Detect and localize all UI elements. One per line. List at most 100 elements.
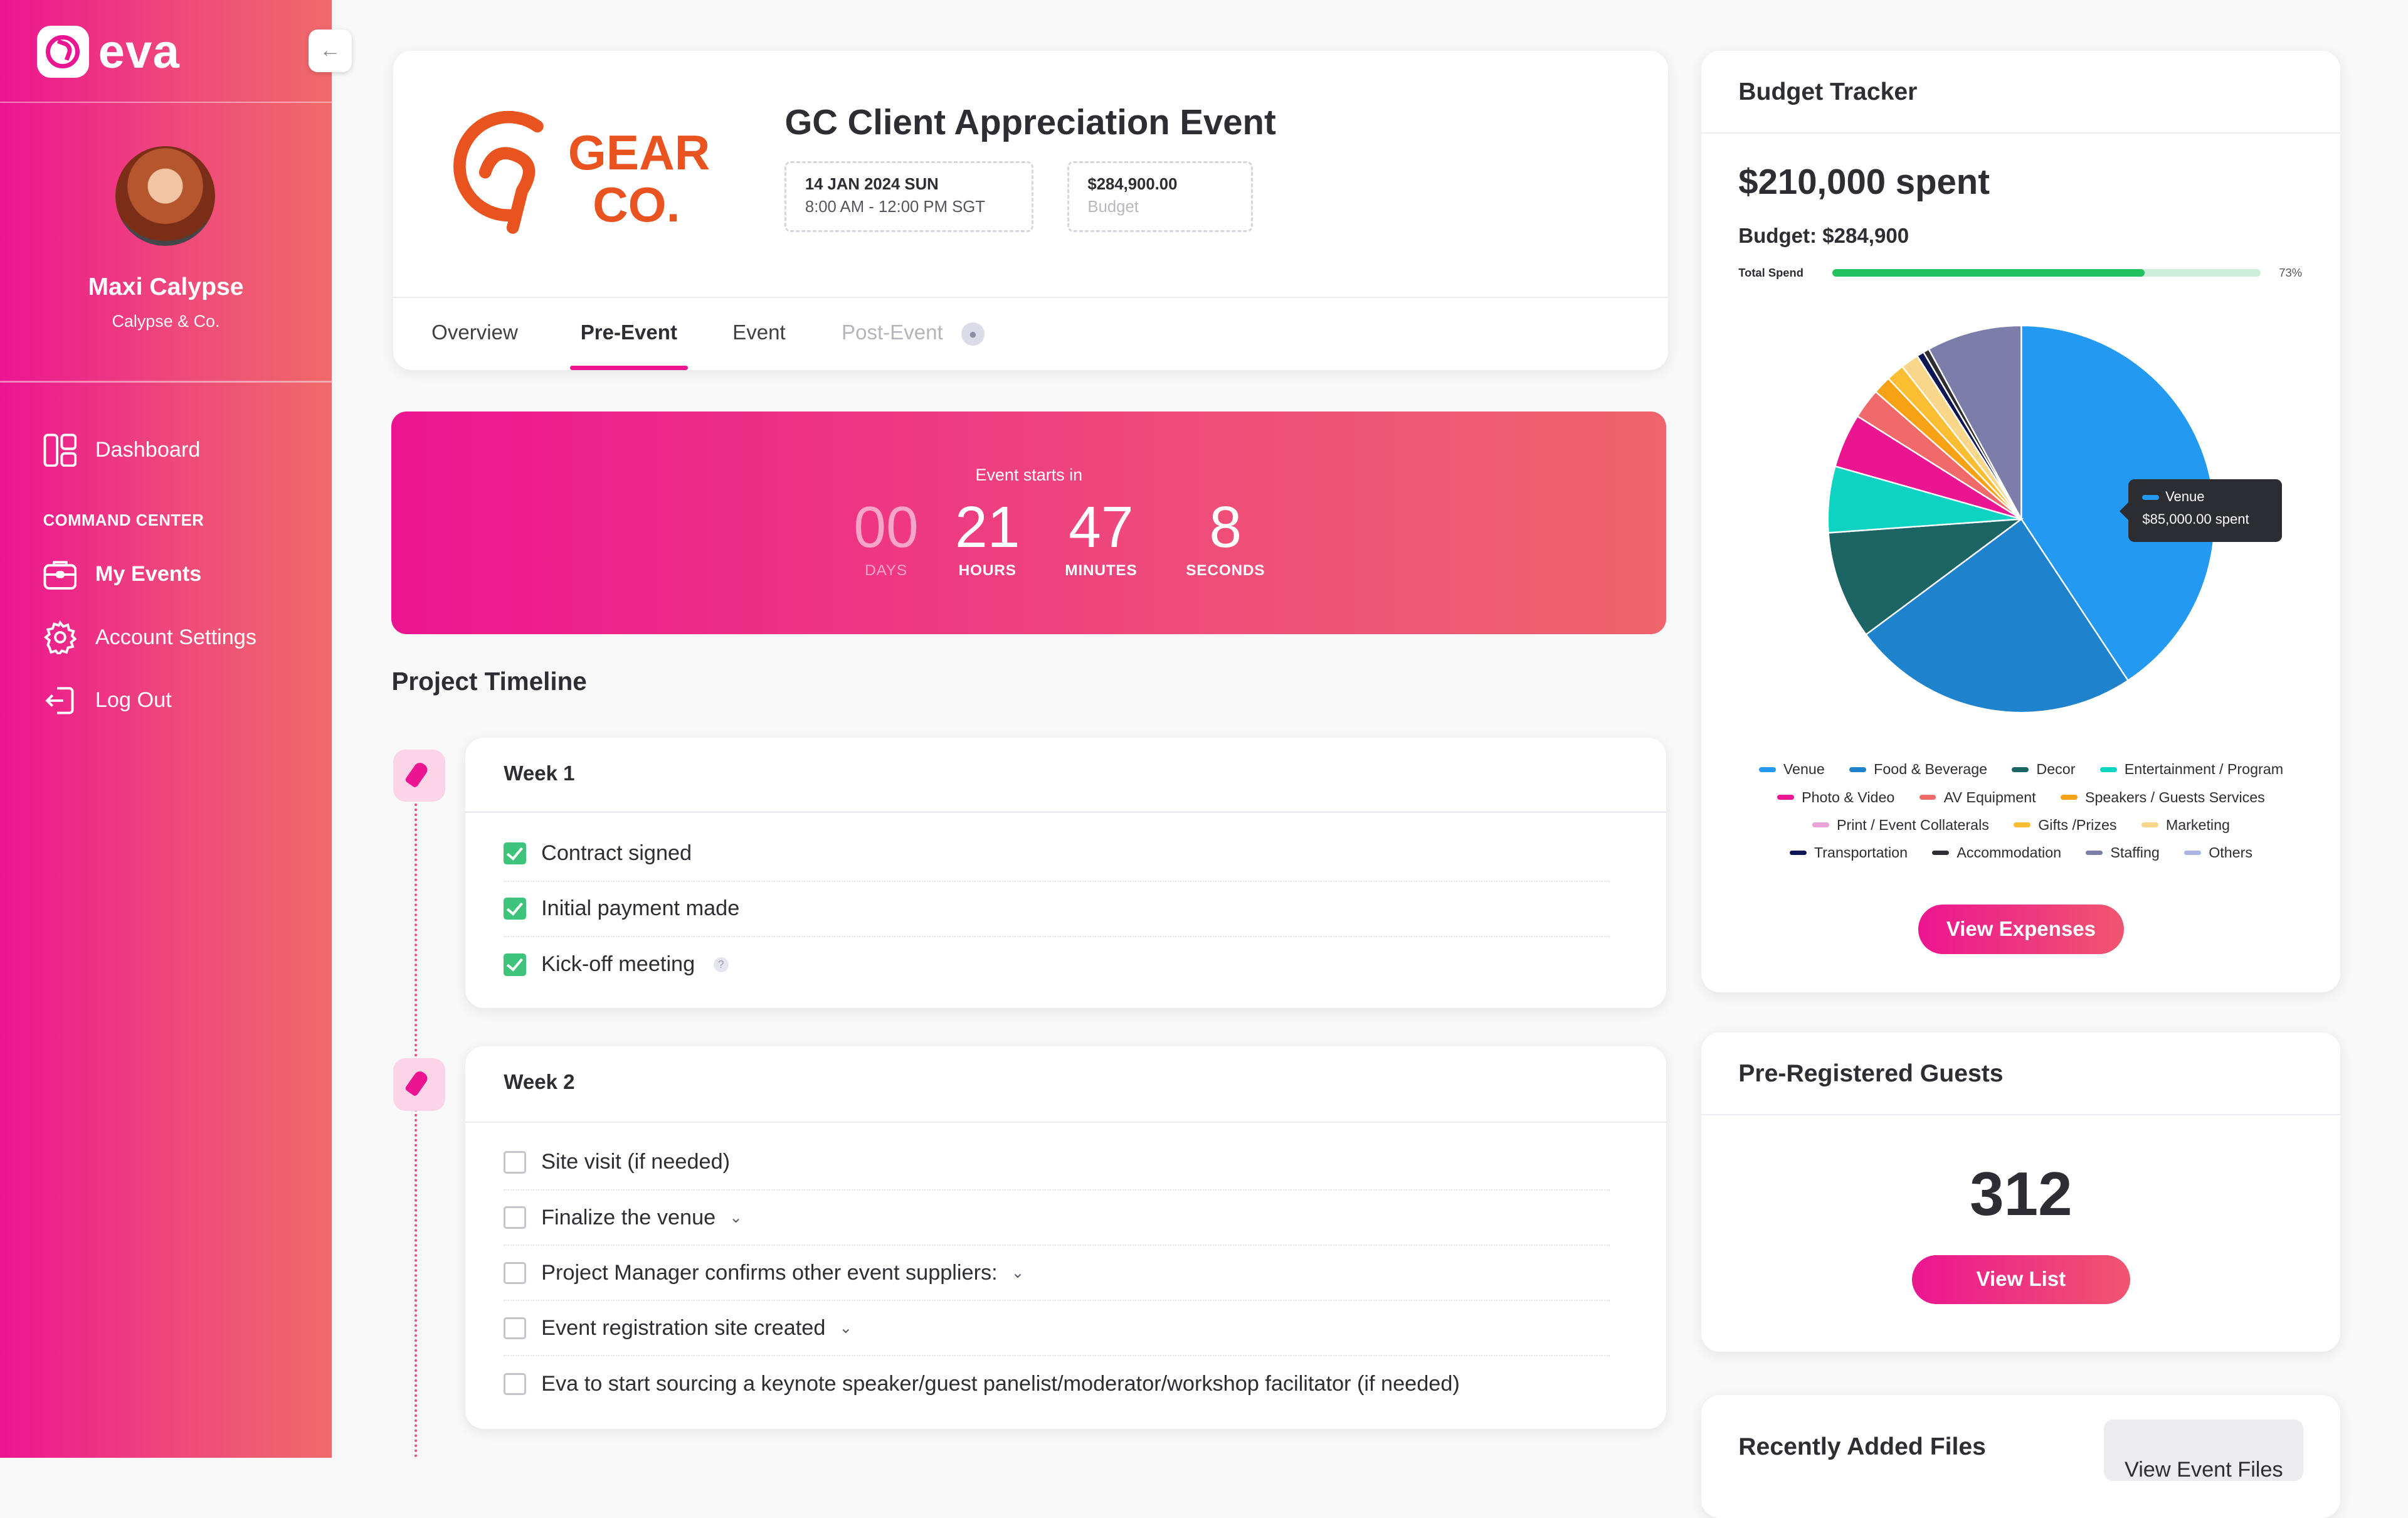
budget-tracker-title: Budget Tracker	[1738, 78, 1918, 105]
view-event-files-button[interactable]: View Event Files	[2104, 1419, 2304, 1482]
task-checkbox[interactable]	[504, 1372, 526, 1396]
eva-logo-icon	[36, 26, 90, 78]
legend-item[interactable]: Print / Event Collaterals	[1812, 817, 1989, 834]
legend-label: AV Equipment	[1943, 788, 2036, 805]
sidebar-item-label: Dashboard	[95, 438, 201, 462]
task-item[interactable]: Kick-off meeting ?	[504, 937, 1609, 992]
avatar[interactable]	[115, 146, 215, 246]
legend-swatch	[1849, 767, 1866, 772]
guests-count: 312	[1970, 1159, 2073, 1228]
sidebar-item-account-settings[interactable]: Account Settings	[43, 620, 256, 657]
tab-event[interactable]: Event	[732, 321, 786, 344]
event-budget-box: $284,900.00 Budget	[1067, 161, 1254, 232]
chevron-down-icon[interactable]: ⌄	[839, 1320, 852, 1337]
task-label: Eva to start sourcing a keynote speaker/…	[541, 1372, 1460, 1396]
user-name: Maxi Calypse	[88, 273, 244, 300]
legend-item[interactable]: Transportation	[1789, 844, 1908, 861]
legend-label: Venue	[1783, 761, 1825, 778]
sidebar-item-label: My Events	[95, 562, 202, 586]
event-header-card	[393, 50, 1668, 371]
sidebar-item-log-out[interactable]: Log Out	[43, 684, 172, 718]
sidebar-item-my-events[interactable]: My Events	[43, 558, 202, 592]
legend-label: Print / Event Collaterals	[1836, 816, 1989, 833]
chevron-down-icon[interactable]: ⌄	[1011, 1265, 1025, 1282]
collapse-sidebar-button[interactable]: ←	[309, 29, 352, 73]
legend-label: Speakers / Guests Services	[2084, 788, 2265, 805]
task-item[interactable]: Finalize the venue ⌄	[504, 1191, 1610, 1246]
legend-swatch	[1812, 822, 1829, 827]
legend-row: Venue Food & Beverage Decor Entertainment /…	[1708, 756, 2334, 783]
budget-pie-chart[interactable]	[1822, 322, 2221, 722]
week-card: Week 1 Contract signed Initial payment m…	[465, 737, 1667, 1008]
chevron-down-icon[interactable]: ⌄	[729, 1209, 742, 1227]
countdown-hours-value: 21	[954, 494, 1020, 560]
legend-label: Gifts /Prizes	[2038, 816, 2117, 833]
legend-item[interactable]: Photo & Video	[1777, 789, 1894, 806]
task-label: Contract signed	[541, 841, 692, 866]
task-item[interactable]: Project Manager confirms other event sup…	[504, 1246, 1610, 1302]
pie-slice-decor[interactable]	[1827, 518, 2024, 636]
legend-item[interactable]: Others	[2184, 844, 2252, 861]
tab-pre-event[interactable]: Pre-Event	[580, 321, 677, 344]
tabs-divider	[393, 296, 1668, 299]
legend-item[interactable]: Accommodation	[1932, 844, 2061, 861]
pie-slice-staffing[interactable]	[1927, 324, 2022, 520]
task-item[interactable]: Contract signed	[504, 827, 1610, 882]
view-list-button[interactable]: View List	[1912, 1255, 2130, 1305]
task-item[interactable]: Eva to start sourcing a keynote speaker/…	[504, 1356, 1609, 1411]
event-title: GC Client Appreciation Event	[784, 102, 1276, 142]
help-icon[interactable]: ?	[713, 957, 729, 973]
app-logo[interactable]: eva	[36, 24, 180, 79]
sidebar-item-dashboard[interactable]: Dashboard	[43, 433, 201, 467]
week-card: Week 2 Site visit (if needed) Finalize t…	[465, 1046, 1667, 1429]
legend-item[interactable]: Marketing	[2141, 817, 2230, 834]
legend-swatch	[1758, 767, 1776, 772]
task-checkbox[interactable]	[504, 1206, 526, 1229]
brand-logo: GEAR CO.	[445, 105, 722, 240]
countdown-label: Event starts in	[975, 465, 1083, 485]
event-date-box: 14 JAN 2024 SUN 8:00 AM - 12:00 PM SGT	[784, 161, 1034, 232]
task-item[interactable]: Initial payment made	[504, 882, 1610, 937]
gear-co-logo-mark: GEAR CO.	[453, 110, 710, 234]
task-label: Site visit (if needed)	[541, 1150, 731, 1174]
tab-post-event[interactable]: Post-Event	[842, 321, 943, 344]
legend-item[interactable]: Decor	[2012, 761, 2075, 778]
task-item[interactable]: Site visit (if needed)	[504, 1135, 1610, 1191]
legend-item[interactable]: Staffing	[2086, 844, 2160, 861]
card-divider	[1701, 132, 2341, 134]
legend-label: Food & Beverage	[1874, 761, 1988, 778]
legend-item[interactable]: Venue	[1758, 761, 1825, 778]
countdown-seconds-value: 8	[1209, 494, 1242, 560]
legend-swatch	[2099, 767, 2117, 772]
legend-label: Others	[2209, 844, 2252, 861]
legend-row: Transportation Accommodation Staffing Other…	[1708, 839, 2334, 866]
pie-slice-food-beverage[interactable]	[1864, 518, 2129, 714]
legend-item[interactable]: Gifts /Prizes	[2014, 816, 2117, 834]
task-label: Finalize the venue	[541, 1205, 716, 1229]
task-checkbox[interactable]	[504, 842, 526, 865]
logout-icon	[43, 684, 77, 718]
legend-item[interactable]: Entertainment / Program	[2099, 761, 2284, 778]
legend-swatch	[2141, 822, 2158, 827]
page: eva Maxi Calypse Calypse & Co. Dashboard…	[0, 0, 2408, 1458]
view-expenses-button[interactable]: View Expenses	[1918, 905, 2124, 954]
task-checkbox[interactable]	[504, 1317, 526, 1340]
task-checkbox[interactable]	[504, 953, 526, 976]
legend-swatch	[1789, 850, 1807, 855]
legend-item[interactable]: AV Equipment	[1919, 788, 2036, 806]
week-divider	[465, 1121, 1667, 1123]
legend-item[interactable]: Food & Beverage	[1849, 761, 1987, 778]
legend-swatch	[1919, 795, 1936, 800]
task-checkbox[interactable]	[504, 1151, 526, 1174]
edit-icon[interactable]	[393, 750, 446, 802]
legend-swatch	[2184, 850, 2201, 855]
task-item[interactable]: Event registration site created ⌄	[504, 1301, 1610, 1357]
task-checkbox[interactable]	[504, 1261, 526, 1284]
countdown-minutes-value: 47	[1069, 494, 1134, 560]
edit-icon[interactable]	[393, 1058, 446, 1111]
tab-overview[interactable]: Overview	[431, 321, 518, 344]
legend-label: Marketing	[2165, 816, 2230, 833]
legend-label: Entertainment / Program	[2124, 761, 2284, 778]
task-checkbox[interactable]	[504, 898, 526, 920]
legend-item[interactable]: Speakers / Guests Services	[2060, 788, 2265, 806]
